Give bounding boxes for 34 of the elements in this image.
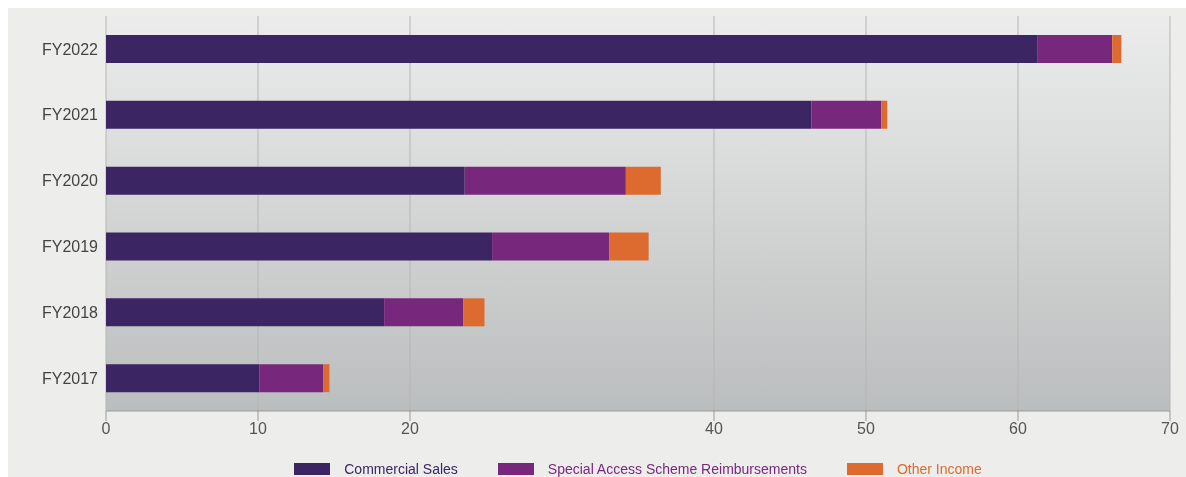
bar <box>881 100 888 129</box>
y-tick-label: FY2018 <box>41 303 99 321</box>
y-tick-label: FY2022 <box>41 40 99 58</box>
bar <box>1037 35 1113 63</box>
y-tick-label: FY2017 <box>41 369 99 387</box>
y-tick-label: FY2019 <box>41 238 99 256</box>
bar <box>106 166 465 195</box>
x-tick-label: 40 <box>705 420 723 438</box>
bar <box>492 232 610 261</box>
x-tick-label: 60 <box>1009 420 1027 438</box>
bar <box>625 166 661 195</box>
x-tick-label: 20 <box>401 420 419 438</box>
bar <box>106 364 260 393</box>
bar <box>106 35 1038 63</box>
bar <box>1112 35 1122 63</box>
bar <box>106 100 812 129</box>
bar <box>464 166 626 195</box>
legend-label: Commercial Sales <box>343 461 458 477</box>
legend-label: Other Income <box>895 461 982 477</box>
bar <box>609 232 649 261</box>
bar <box>106 232 493 261</box>
x-tick-label: 10 <box>249 420 267 438</box>
bar <box>323 364 330 393</box>
x-tick-label: 70 <box>1161 420 1179 438</box>
y-tick-label: FY2021 <box>41 106 99 124</box>
bar <box>106 298 385 327</box>
bar <box>384 298 464 327</box>
legend-label: Special Access Scheme Reimbursements <box>546 461 807 477</box>
x-tick-label: 50 <box>857 420 875 438</box>
bar <box>259 364 324 393</box>
bar <box>811 100 882 129</box>
bar <box>463 298 485 327</box>
x-tick-label: 0 <box>101 420 111 438</box>
y-tick-label: FY2020 <box>41 172 99 190</box>
